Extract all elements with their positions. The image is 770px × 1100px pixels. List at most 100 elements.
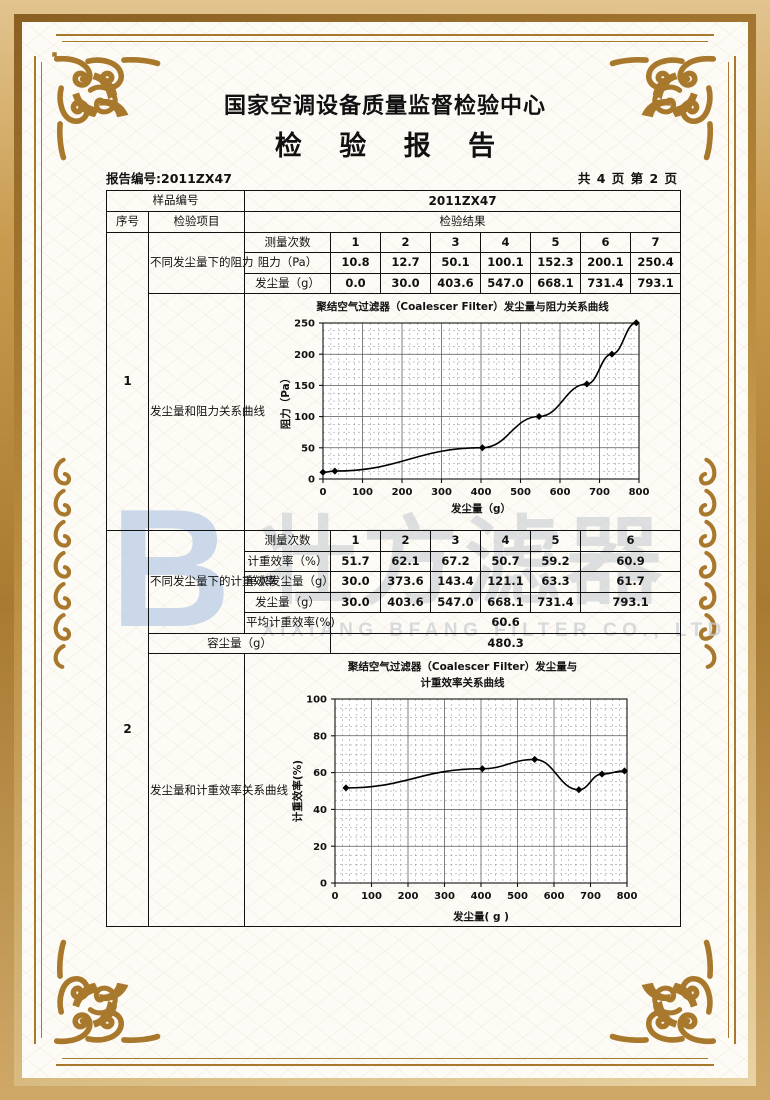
svg-text:300: 300 [431, 487, 452, 498]
s1-row1-label: 发尘量（g） [244, 272, 331, 295]
chart-2: 聚结空气过滤器（Coalescer Filter）发尘量与 计重效率关系曲线 0… [246, 656, 679, 924]
svg-text:阻力（Pa）: 阻力（Pa） [279, 373, 292, 430]
chart-2-title-line1: 聚结空气过滤器（Coalescer Filter）发尘量与 [347, 661, 578, 674]
svg-text:发尘量（g）: 发尘量（g） [450, 502, 511, 515]
s1-row1-v2: 30.0 [380, 272, 431, 295]
svg-text:80: 80 [313, 731, 327, 742]
svg-text:500: 500 [510, 487, 531, 498]
issuing-organization: 国家空调设备质量监督检验中心 [223, 94, 546, 119]
corner-flourish-bottom-left [50, 938, 162, 1050]
s1-count-4: 4 [480, 231, 531, 254]
s2-row2-v2: 403.6 [380, 591, 431, 614]
s1-row0-v5: 152.3 [530, 252, 581, 274]
s2-row0-v4: 50.7 [480, 550, 531, 573]
svg-text:150: 150 [294, 381, 315, 392]
svg-text:发尘量( g ): 发尘量( g ) [452, 910, 509, 923]
col-header-seq: 序号 [106, 211, 149, 233]
s2-count-2: 2 [380, 530, 431, 552]
chart-2-plot: 0 20 40 60 80 100 0 100 200 300 400 500 600 700 800 发尘量… [246, 691, 679, 923]
dust-capacity-label: 容尘量（g） [148, 632, 331, 655]
svg-text:0: 0 [331, 891, 338, 902]
table-row-s2-count: 2 不同发尘量下的计重效率 测量次数 1 2 3 4 5 6 [106, 530, 682, 928]
s2-row1-label: 单次发尘量（g） [244, 571, 334, 593]
report-number: 报告编号:2011ZX47 [106, 171, 232, 186]
sample-no-label: 样品编号 [106, 189, 245, 213]
inspection-result-table: 样品编号 2011ZX47 序号 检验项目 检验结果 1 不同发尘量下的阻力 测… [106, 189, 682, 928]
svg-text:700: 700 [589, 487, 610, 498]
svg-text:100: 100 [306, 694, 327, 705]
table-row-s1-dust: 发尘量（g） 0.0 30.0 403.6 547.0 668.1 731.4 … [107, 272, 682, 295]
s2-row0-v3: 67.2 [430, 550, 481, 573]
inner-rule-left-thin [41, 62, 42, 1038]
s2-row1-v1: 30.0 [330, 571, 381, 593]
s2-count-4: 4 [480, 530, 531, 552]
s2-row1-v6: 61.7 [579, 571, 682, 593]
svg-text:400: 400 [470, 891, 491, 902]
section-2-item-b: 发尘量和计重效率关系曲线 [148, 653, 288, 928]
s2-row1-v4: 121.1 [480, 571, 531, 593]
s1-row1-v1: 0.0 [330, 272, 381, 295]
svg-text:100: 100 [352, 487, 373, 498]
s2-count-1: 1 [330, 530, 381, 552]
chart-2-title-line2: 计重效率关系曲线 [420, 676, 505, 689]
s1-row0-v6: 200.1 [580, 252, 631, 274]
table-row-chart-1: 发尘量和阻力关系曲线 聚结空气过滤器（Coalescer Filter）发尘量与… [107, 293, 682, 532]
inner-rule-bottom [56, 1064, 714, 1066]
corner-flourish-top-right [608, 50, 720, 162]
sample-no-value: 2011ZX47 [243, 189, 682, 213]
svg-text:20: 20 [313, 842, 327, 853]
svg-text:200: 200 [397, 891, 418, 902]
table-row-avg-efficiency: 平均计重效率(%) 60.6 [107, 612, 682, 634]
vine-ornament-left [48, 452, 74, 672]
section-1-seq: 1 [106, 231, 149, 532]
s1-row1-v7: 793.1 [629, 272, 682, 295]
table-row-chart-2: 发尘量和计重效率关系曲线 聚结空气过滤器（Coalescer Filter）发尘… [107, 653, 682, 928]
svg-text:0: 0 [320, 878, 327, 889]
s2-row2-v4: 668.1 [480, 591, 531, 614]
s1-count-7: 7 [629, 231, 682, 254]
s1-row1-v6: 731.4 [580, 272, 631, 295]
svg-text:60: 60 [313, 768, 327, 779]
table-row-dust-capacity: 容尘量（g） 480.3 [107, 632, 682, 655]
corner-flourish-top-left [50, 50, 162, 162]
svg-text:700: 700 [580, 891, 601, 902]
s2-row1-v2: 373.6 [380, 571, 431, 593]
s1-count-2: 2 [380, 231, 431, 254]
svg-text:200: 200 [294, 350, 315, 361]
inner-rule-top [56, 34, 714, 36]
s1-count-5: 5 [530, 231, 581, 254]
table-row-headers: 序号 检验项目 检验结果 [106, 211, 682, 233]
page-indicator: 共 4 页 第 2 页 [577, 171, 678, 186]
s1-row1-v4: 547.0 [480, 272, 531, 295]
report-title: 检 验 报 告 [274, 131, 510, 162]
inner-rule-bottom-thin [62, 1058, 708, 1059]
s2-row1-v5: 63.3 [530, 571, 581, 593]
section-2-seq: 2 [106, 530, 149, 928]
s1-row0-v2: 12.7 [380, 252, 431, 274]
col-header-item: 检验项目 [148, 211, 245, 233]
s1-count-1: 1 [330, 231, 381, 254]
svg-text:40: 40 [313, 805, 327, 816]
s2-row2-label: 发尘量（g） [244, 591, 331, 614]
section-1-item-a: 不同发尘量下的阻力 [148, 231, 254, 295]
s2-row1-v3: 143.4 [430, 571, 481, 593]
s1-row0-label: 阻力（Pa） [244, 252, 331, 274]
svg-text:400: 400 [470, 487, 491, 498]
chart-2-cell: 聚结空气过滤器（Coalescer Filter）发尘量与 计重效率关系曲线 0… [243, 653, 682, 928]
s2-row0-v5: 59.2 [530, 550, 581, 573]
s2-row2-v3: 547.0 [430, 591, 481, 614]
inner-rule-left [34, 56, 36, 1044]
inner-rule-right [734, 56, 736, 1044]
col-header-result: 检验结果 [243, 211, 682, 233]
table-row-s1-count: 1 不同发尘量下的阻力 测量次数 1 2 3 4 5 6 7 [106, 231, 682, 532]
svg-text:800: 800 [628, 487, 648, 498]
svg-text:50: 50 [301, 444, 315, 455]
s2-row2-v1: 30.0 [330, 591, 381, 614]
svg-text:100: 100 [294, 413, 315, 424]
chart-1-plot: 0 50 100 150 200 250 0 100 200 300 400 500 600 700 800… [246, 315, 679, 515]
s1-count-6: 6 [580, 231, 631, 254]
svg-text:800: 800 [616, 891, 637, 902]
svg-text:200: 200 [391, 487, 412, 498]
